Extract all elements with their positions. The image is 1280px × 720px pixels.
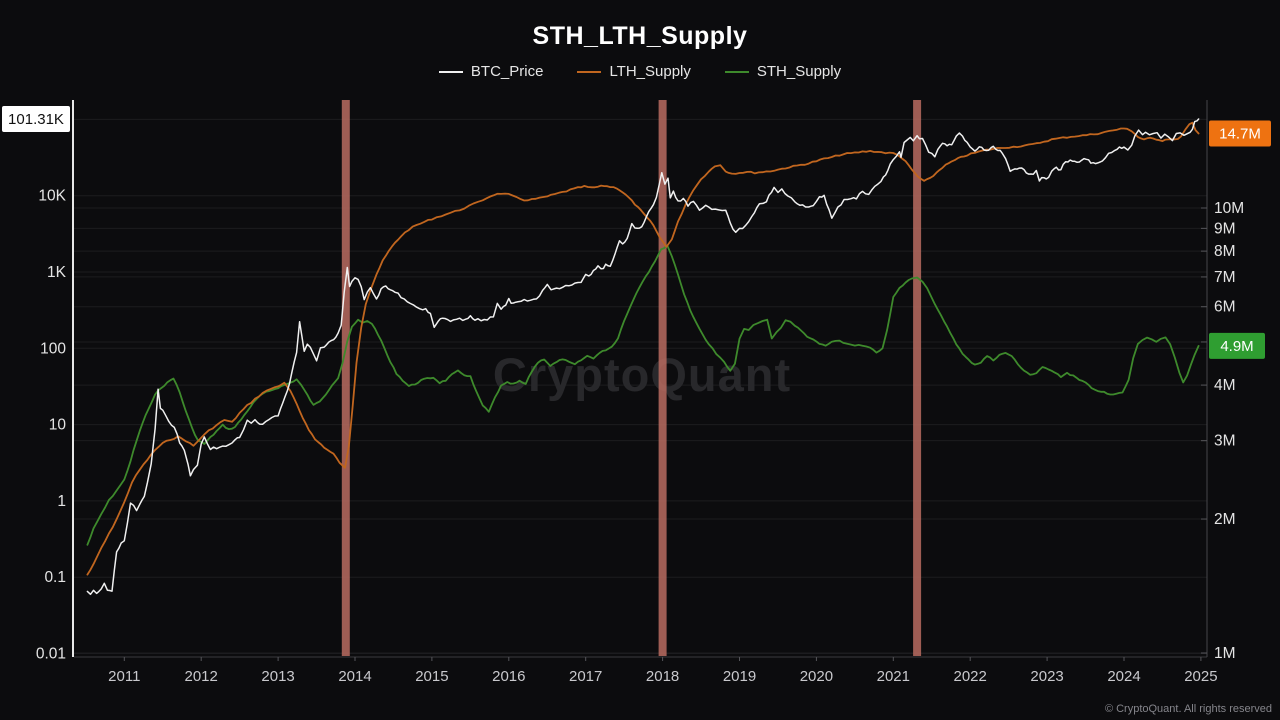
left-tick-label: 10 [49, 417, 67, 434]
legend-item-lth_supply[interactable]: LTH_Supply [577, 63, 691, 80]
x-tick-label: 2019 [723, 668, 756, 685]
chart-legend: BTC_Price LTH_Supply STH_Supply [0, 63, 1280, 80]
x-tick-label: 2013 [261, 668, 294, 685]
series-line-lth_supply[interactable] [86, 121, 1200, 576]
left-tick-label: 1K [47, 264, 67, 281]
legend-dash-icon [577, 70, 602, 73]
svg-text:4.9M: 4.9M [1220, 338, 1253, 355]
left-tick-label: 0.1 [44, 569, 66, 586]
cryptoquant-watermark: CryptoQuant [493, 348, 791, 401]
right-axis-labels: 10M 9M 8M 7M 6M 4M 3M 2M 1M [1201, 200, 1244, 662]
right-tick-label: 1M [1214, 645, 1236, 662]
lth-supply-badge: 14.7M [1209, 120, 1271, 147]
x-tick-label: 2024 [1107, 668, 1140, 685]
copyright-text: © CryptoQuant. All rights reserved [1104, 703, 1272, 715]
legend-dash-icon [438, 70, 463, 73]
x-tick-label: 2017 [569, 668, 602, 685]
left-axis-labels: 10K 1K 100 10 1 0.1 0.01 [36, 188, 67, 663]
right-tick-label: 7M [1214, 269, 1236, 286]
x-tick-label: 2011 [108, 668, 140, 685]
event-bars [341, 100, 922, 656]
gridlines [74, 118, 1207, 654]
x-tick-label: 2023 [1030, 668, 1063, 685]
right-tick-label: 4M [1214, 377, 1236, 394]
sth-supply-badge: 4.9M [1209, 332, 1265, 359]
event-bar [913, 100, 922, 656]
right-tick-label: 8M [1214, 243, 1236, 260]
x-tick-label: 2014 [338, 668, 371, 685]
legend-label: BTC_Price [470, 63, 544, 80]
chart-title: STH_LTH_Supply [532, 22, 748, 50]
x-tick-label: 2025 [1184, 668, 1217, 685]
x-tick-label: 2022 [954, 668, 987, 685]
right-tick-label: 3M [1214, 433, 1236, 450]
svg-text:101.31K: 101.31K [8, 111, 64, 128]
btc-price-badge: 101.31K [2, 105, 70, 132]
event-bar [341, 100, 350, 656]
left-tick-label: 1 [57, 493, 66, 510]
legend-label: LTH_Supply [609, 63, 691, 80]
right-tick-label: 9M [1214, 220, 1236, 237]
x-tick-label: 2018 [646, 668, 679, 685]
left-tick-label: 10K [38, 188, 66, 205]
x-tick-label: 2021 [877, 668, 910, 685]
left-tick-label: 0.01 [36, 646, 66, 663]
right-tick-label: 2M [1214, 511, 1236, 528]
right-tick-label: 10M [1214, 200, 1244, 217]
legend-dash-icon [724, 70, 749, 73]
legend-item-btc_price[interactable]: BTC_Price [438, 63, 544, 80]
x-axis-labels: 2011 2012 2013 2014 2015 2016 2017 2018 2019 2020… [108, 657, 1218, 685]
x-tick-label: 2015 [415, 668, 448, 685]
x-tick-label: 2016 [492, 668, 525, 685]
left-tick-label: 100 [40, 340, 66, 357]
right-tick-label: 6M [1214, 299, 1236, 316]
event-bar [658, 100, 667, 656]
x-tick-label: 2012 [185, 668, 218, 685]
svg-text:14.7M: 14.7M [1219, 126, 1261, 143]
legend-label: STH_Supply [756, 63, 842, 80]
x-tick-label: 2020 [800, 668, 833, 685]
series-line-btc_price[interactable] [86, 118, 1200, 596]
legend-item-sth_supply[interactable]: STH_Supply [724, 63, 842, 80]
